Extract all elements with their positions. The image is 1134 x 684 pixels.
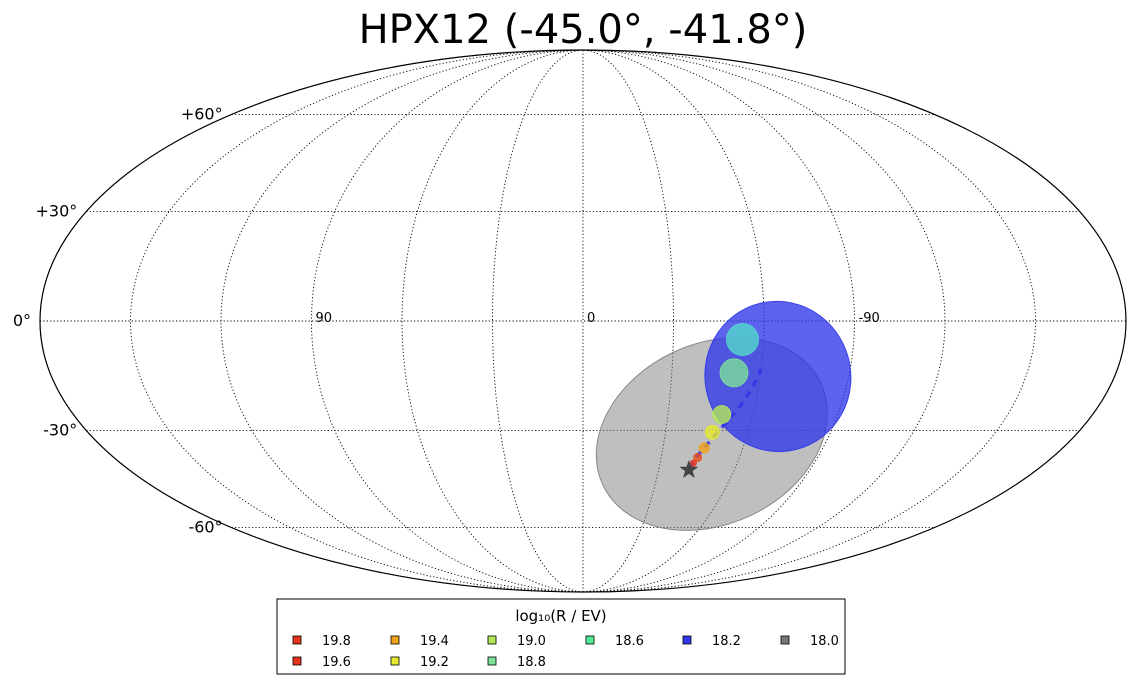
lat-tick-label: -30°	[43, 420, 77, 439]
legend-label: 19.0	[517, 634, 546, 649]
data-points	[679, 323, 759, 478]
point-19-4	[698, 442, 710, 454]
legend-label: 18.2	[712, 634, 741, 649]
point-18-6	[726, 323, 759, 356]
point-19-8	[690, 459, 697, 467]
legend-swatch	[780, 635, 790, 645]
legend-label: 19.4	[420, 634, 449, 649]
lat-tick-label: -60°	[188, 518, 222, 537]
source-star-marker	[679, 459, 699, 478]
axis-labels: +60° +30° 0° -30° -60° 90 0 -90	[13, 104, 880, 536]
point-19-0	[712, 405, 732, 424]
lat-tick-label: 0°	[13, 311, 31, 330]
legend-box	[276, 598, 846, 675]
legend-label: 19.8	[322, 634, 351, 649]
lon-tick-label: -90	[859, 311, 880, 326]
legend-swatch	[292, 656, 302, 666]
legend-title: log₁₀(R / EV)	[515, 607, 606, 625]
legend-label: 19.6	[322, 655, 351, 670]
legend-swatch	[487, 656, 497, 666]
legend-label: 18.8	[517, 655, 546, 670]
legend-swatch	[292, 635, 302, 645]
meridian-line	[582, 49, 765, 593]
meridian-line	[311, 49, 584, 593]
point-19-2	[704, 424, 720, 440]
legend-swatch	[390, 656, 400, 666]
meridian-line	[401, 49, 584, 593]
legend-swatch	[682, 635, 692, 645]
point-18-8	[719, 358, 749, 388]
legend-label: 18.6	[615, 634, 644, 649]
legend-label: 18.0	[810, 634, 839, 649]
legend-swatch	[390, 635, 400, 645]
legend-swatch	[487, 635, 497, 645]
point-19-6	[693, 453, 703, 462]
chart-title: HPX12 (-45.0°, -41.8°)	[359, 7, 808, 53]
lat-tick-label: +30°	[36, 202, 78, 221]
lat-tick-label: +60°	[181, 104, 223, 123]
legend-swatch	[585, 635, 595, 645]
lon-tick-label: 90	[316, 311, 333, 326]
lon-tick-label: 0	[587, 311, 595, 326]
legend-label: 19.2	[420, 655, 449, 670]
graticule-grid	[39, 49, 1126, 593]
map-frame-ellipse	[39, 49, 1127, 593]
legend: log₁₀(R / EV) 19.8 19.6 19.4 19.2 19.0 18.8 18…	[276, 598, 846, 675]
